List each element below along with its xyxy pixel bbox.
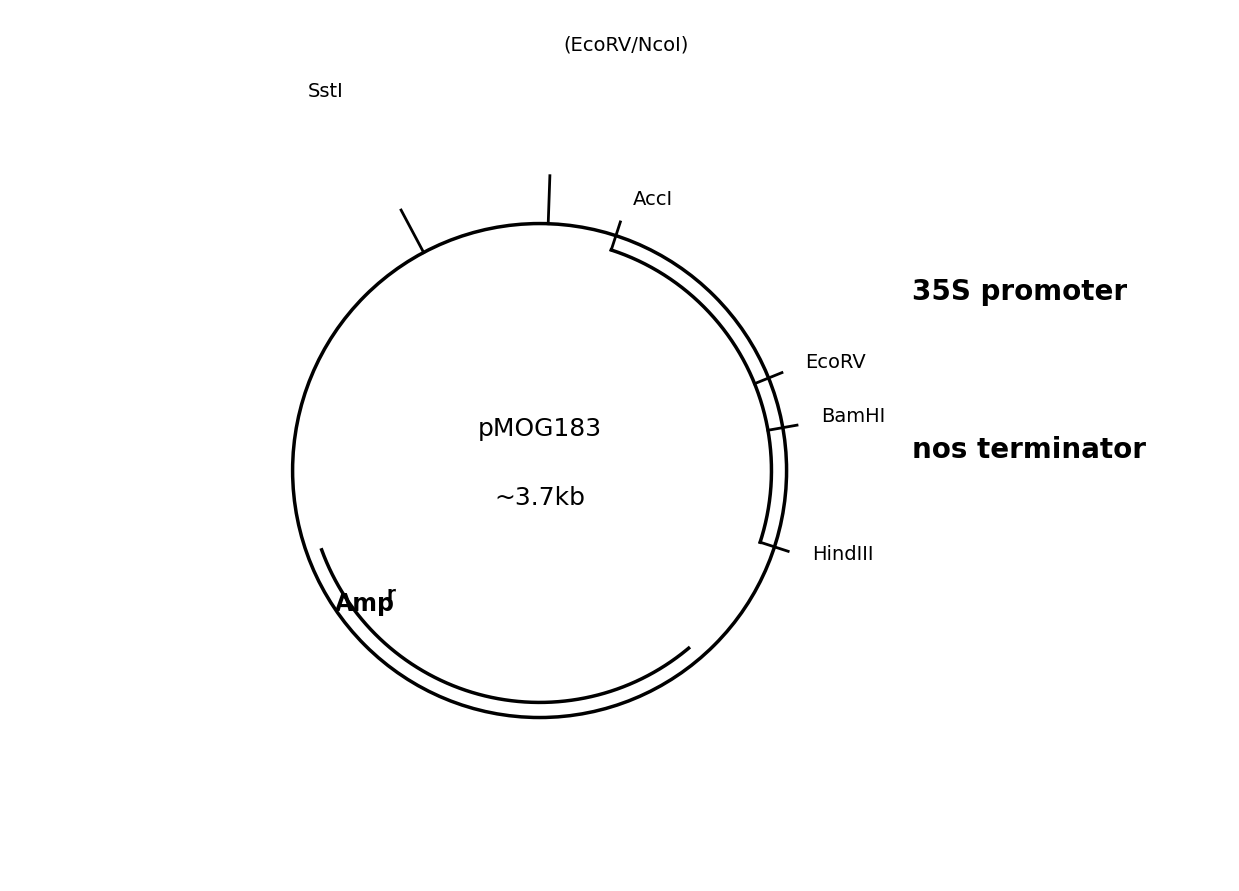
Text: BamHI: BamHI xyxy=(820,407,885,426)
Text: (EcoRV/NcoI): (EcoRV/NcoI) xyxy=(563,36,689,55)
Text: 35S promoter: 35S promoter xyxy=(912,278,1126,307)
Text: Amp: Amp xyxy=(335,593,394,617)
Text: SstI: SstI xyxy=(307,82,343,102)
Text: EcoRV: EcoRV xyxy=(805,353,866,372)
Text: HindIII: HindIII xyxy=(812,544,873,564)
Text: ~3.7kb: ~3.7kb xyxy=(494,486,585,510)
Text: r: r xyxy=(387,584,395,603)
Text: nos terminator: nos terminator xyxy=(912,436,1146,464)
Text: AccI: AccI xyxy=(633,190,673,208)
Text: pMOG183: pMOG183 xyxy=(477,417,602,441)
